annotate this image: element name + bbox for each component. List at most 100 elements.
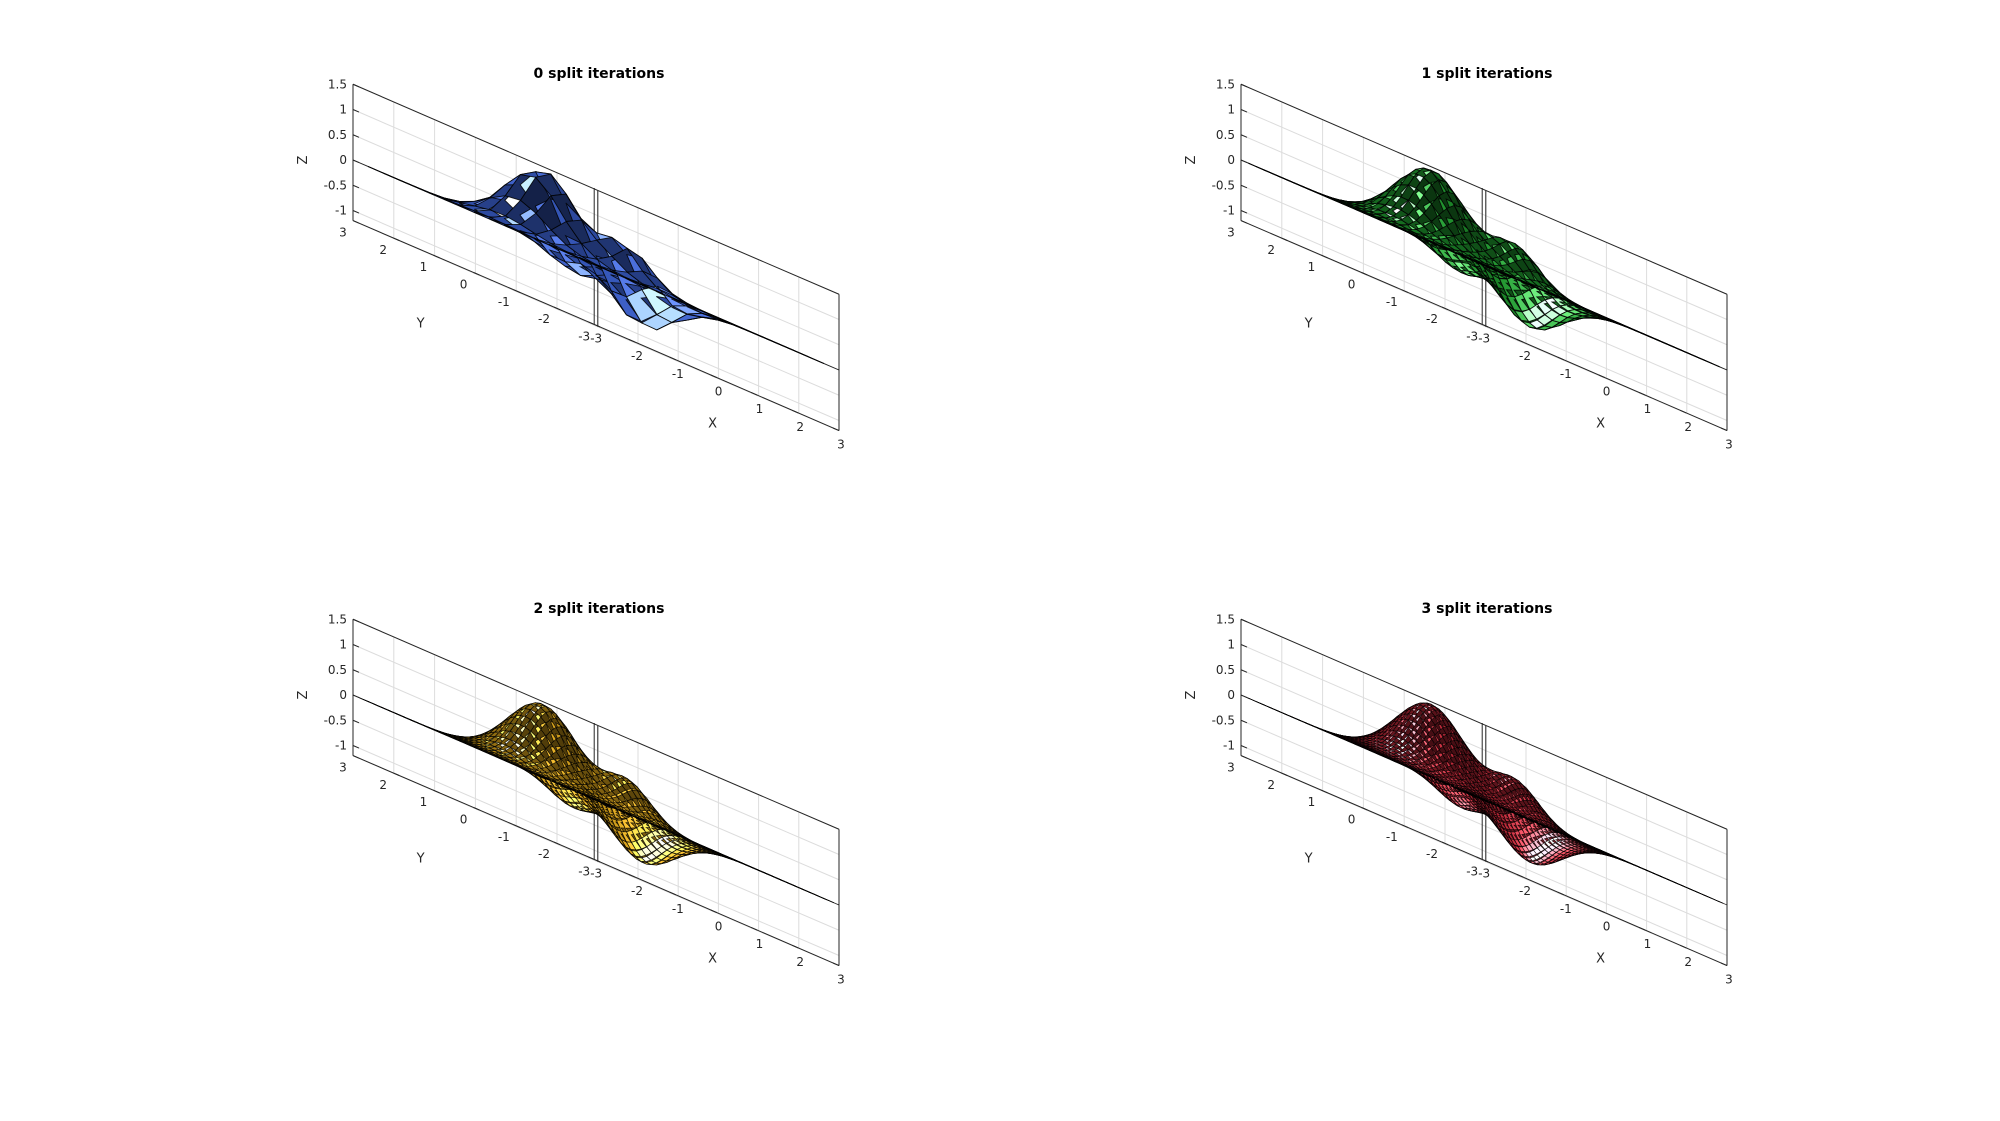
z-tick-mark <box>352 109 360 113</box>
panel-title: 2 split iterations <box>534 601 665 617</box>
x-tick-label: 2 <box>796 420 804 434</box>
box-edge <box>1485 189 1728 295</box>
y-tick-label: -2 <box>1426 312 1438 326</box>
x-tick-label: -3 <box>590 331 602 345</box>
y-tick-mark <box>473 272 480 276</box>
y-tick-label: -1 <box>498 830 510 844</box>
y-tick-label: 2 <box>379 778 387 792</box>
surface-mesh <box>352 159 840 371</box>
y-tick-label: -1 <box>498 295 510 309</box>
z-tick-mark <box>1240 159 1248 164</box>
y-tick-label: 1 <box>1308 260 1316 274</box>
z-tick-mark <box>352 669 360 673</box>
x-tick-label: 3 <box>837 438 845 452</box>
x-tick-mark <box>792 409 799 414</box>
z-tick-label: -1 <box>1223 204 1235 218</box>
z-tick-mark <box>352 719 360 724</box>
x-tick-mark <box>832 427 840 432</box>
z-tick-mark <box>352 83 360 88</box>
x-tick-mark <box>1680 409 1687 414</box>
z-tick-label: -1 <box>335 739 347 753</box>
grid-line <box>352 184 840 396</box>
x-tick-label: 0 <box>715 920 723 934</box>
surface-face <box>1711 362 1728 371</box>
x-tick-label: 1 <box>756 937 764 951</box>
z-axis-label: Z <box>296 155 311 164</box>
x-tick-mark <box>1598 374 1605 378</box>
surface-face <box>808 356 840 371</box>
panel-title: 0 split iterations <box>534 66 665 82</box>
x-axis-label: X <box>708 417 717 432</box>
x-tick-mark <box>1639 392 1646 396</box>
z-tick-label: 0 <box>339 153 347 167</box>
y-tick-mark <box>1361 272 1368 276</box>
y-tick-label: -3 <box>578 329 590 343</box>
x-tick-label: 1 <box>1644 402 1652 416</box>
y-tick-mark <box>393 772 400 776</box>
z-tick-label: 0 <box>1227 153 1235 167</box>
y-tick-label: 3 <box>339 226 347 240</box>
z-tick-mark <box>1240 134 1248 138</box>
x-tick-mark <box>792 944 799 949</box>
z-tick-label: -0.5 <box>1212 178 1235 192</box>
x-tick-label: -2 <box>1519 349 1531 363</box>
x-tick-mark <box>832 962 840 967</box>
x-tick-mark <box>1476 321 1483 325</box>
z-tick-mark <box>352 184 360 189</box>
x-tick-label: 1 <box>756 402 764 416</box>
grid-line <box>352 719 840 931</box>
z-tick-label: 1 <box>1227 103 1235 117</box>
y-tick-mark <box>513 289 520 293</box>
z-tick-label: 1.5 <box>328 612 347 626</box>
z-tick-label: -1 <box>335 204 347 218</box>
z-tick-label: 0.5 <box>328 663 347 677</box>
y-tick-mark <box>352 755 360 759</box>
grid-line <box>1240 109 1728 320</box>
box-edge <box>352 83 598 191</box>
y-tick-mark <box>1321 254 1328 259</box>
y-tick-label: 3 <box>1227 226 1235 240</box>
x-tick-label: 0 <box>715 385 723 399</box>
y-tick-mark <box>553 306 561 311</box>
y-tick-label: 2 <box>379 243 387 257</box>
y-tick-mark <box>352 220 360 224</box>
y-tick-mark <box>1482 323 1489 328</box>
z-tick-mark <box>352 694 360 699</box>
surface-mesh <box>352 694 840 906</box>
z-tick-label: -0.5 <box>324 178 347 192</box>
z-tick-label: 1.5 <box>1216 77 1235 91</box>
y-tick-mark <box>594 323 601 328</box>
y-tick-label: 1 <box>420 260 428 274</box>
z-axis-label: Z <box>296 690 311 699</box>
x-tick-mark <box>1720 427 1728 432</box>
x-tick-label: -2 <box>631 349 643 363</box>
y-tick-mark <box>433 789 440 794</box>
y-tick-label: 3 <box>339 761 347 775</box>
z-tick-label: 1.5 <box>328 77 347 91</box>
x-tick-label: -3 <box>590 866 602 880</box>
x-tick-mark <box>669 356 676 361</box>
grid-line <box>1240 184 1728 396</box>
z-axis-label: Z <box>1184 155 1199 164</box>
y-tick-label: -2 <box>538 312 550 326</box>
grid-line <box>352 109 840 320</box>
z-tick-mark <box>352 618 360 623</box>
x-tick-label: 3 <box>1725 438 1733 452</box>
x-tick-label: 0 <box>1603 385 1611 399</box>
y-tick-mark <box>1441 306 1449 311</box>
y-tick-label: 2 <box>1267 243 1275 257</box>
y-tick-mark <box>1240 220 1248 224</box>
z-tick-label: 1 <box>339 103 347 117</box>
grid-line <box>352 644 840 855</box>
z-tick-label: 0.5 <box>328 128 347 142</box>
x-axis-label: X <box>708 952 717 967</box>
z-tick-mark <box>1240 109 1248 113</box>
z-tick-label: 0.5 <box>1216 128 1235 142</box>
y-tick-label: -3 <box>578 864 590 878</box>
x-tick-label: -3 <box>1478 331 1490 345</box>
